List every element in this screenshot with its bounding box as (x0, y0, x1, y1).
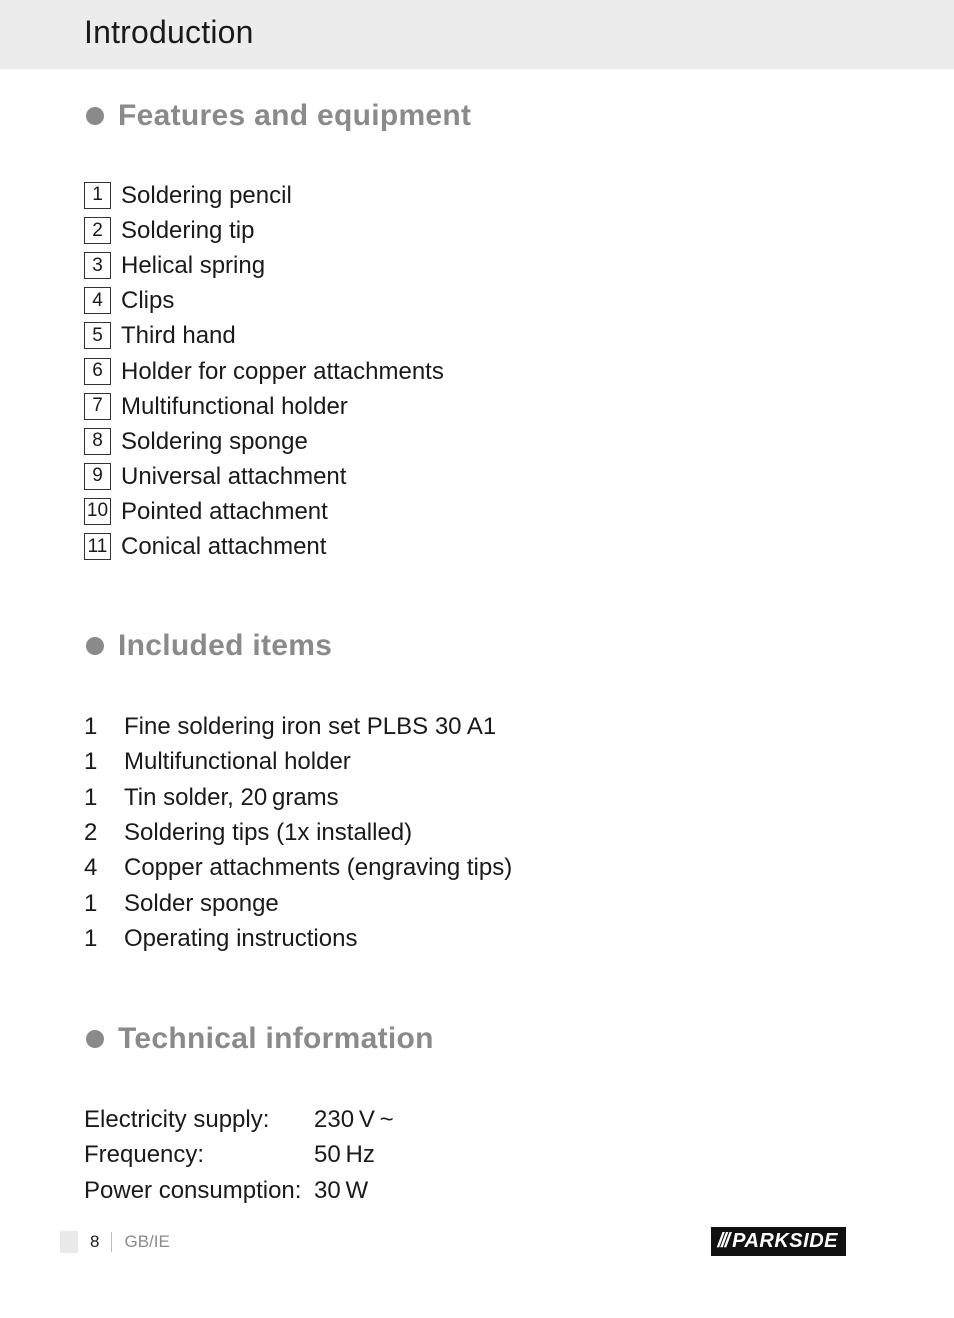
logo-stripes-icon: /// (717, 1230, 728, 1253)
technical-row: Power consumption:30 W (84, 1173, 870, 1208)
included-label: Tin solder, 20 grams (124, 780, 339, 815)
feature-row: 1 Soldering pencil (84, 179, 870, 212)
feature-number-box: 5 (84, 322, 111, 349)
included-qty: 1 (84, 709, 102, 744)
technical-row: Frequency:50 Hz (84, 1137, 870, 1172)
included-qty: 1 (84, 921, 102, 956)
included-qty: 1 (84, 780, 102, 815)
technical-key: Frequency: (84, 1137, 314, 1172)
technical-key: Power consumption: (84, 1173, 314, 1208)
content: Features and equipment 1 Soldering pencil… (0, 69, 954, 1208)
feature-row: 10 Pointed attachment (84, 495, 870, 528)
page-number: 8 (90, 1232, 99, 1252)
section-heading-included: Included items (84, 629, 870, 663)
feature-number-box: 2 (84, 217, 111, 244)
feature-row: 5 Third hand (84, 319, 870, 352)
included-row: 1 Solder sponge (84, 886, 870, 921)
feature-row: 8 Soldering sponge (84, 425, 870, 458)
footer-block-icon (60, 1231, 78, 1253)
included-list: 1 Fine soldering iron set PLBS 30 A1 1 Mul… (84, 709, 870, 956)
header-bar: Introduction (0, 0, 954, 69)
included-label: Operating instructions (124, 921, 357, 956)
feature-row: 2 Soldering tip (84, 214, 870, 247)
page-title: Introduction (84, 14, 954, 51)
included-label: Multifunctional holder (124, 744, 351, 779)
included-label: Solder sponge (124, 886, 279, 921)
technical-row: Electricity supply:230 V ~ (84, 1102, 870, 1137)
included-row: 1 Operating instructions (84, 921, 870, 956)
included-qty: 4 (84, 850, 102, 885)
included-qty: 1 (84, 744, 102, 779)
section-heading-features: Features and equipment (84, 99, 870, 133)
brand-name: PARKSIDE (732, 1230, 838, 1253)
included-label: Fine soldering iron set PLBS 30 A1 (124, 709, 496, 744)
footer-divider (111, 1232, 112, 1252)
included-row: 1 Multifunctional holder (84, 744, 870, 779)
feature-label: Helical spring (121, 249, 265, 282)
included-label: Soldering tips (1x installed) (124, 815, 412, 850)
technical-value: 30 W (314, 1173, 368, 1208)
features-list: 1 Soldering pencil 2 Soldering tip 3 Helica… (84, 179, 870, 563)
feature-number-box: 4 (84, 287, 111, 314)
heading-included: Included items (118, 629, 332, 663)
feature-number-box: 6 (84, 358, 111, 385)
region-code: GB/IE (124, 1232, 169, 1252)
feature-label: Pointed attachment (121, 495, 328, 528)
technical-value: 230 V ~ (314, 1102, 394, 1137)
feature-number-box: 11 (84, 533, 111, 560)
feature-label: Third hand (121, 319, 236, 352)
feature-row: 9 Universal attachment (84, 460, 870, 493)
feature-label: Conical attachment (121, 530, 326, 563)
feature-number-box: 3 (84, 252, 111, 279)
footer-left: 8 GB/IE (60, 1231, 170, 1253)
bullet-icon (86, 1030, 104, 1048)
feature-row: 4 Clips (84, 284, 870, 317)
included-label: Copper attachments (engraving tips) (124, 850, 512, 885)
included-row: 4 Copper attachments (engraving tips) (84, 850, 870, 885)
feature-number-box: 1 (84, 182, 111, 209)
included-row: 2 Soldering tips (1x installed) (84, 815, 870, 850)
feature-number-box: 8 (84, 428, 111, 455)
included-row: 1 Tin solder, 20 grams (84, 780, 870, 815)
feature-label: Soldering tip (121, 214, 254, 247)
feature-label: Universal attachment (121, 460, 346, 493)
feature-label: Clips (121, 284, 174, 317)
feature-label: Holder for copper attachments (121, 355, 444, 388)
technical-list: Electricity supply:230 V ~ Frequency:50 … (84, 1102, 870, 1208)
brand-logo: /// PARKSIDE (711, 1227, 846, 1256)
feature-row: 3 Helical spring (84, 249, 870, 282)
bullet-icon (86, 637, 104, 655)
feature-label: Multifunctional holder (121, 390, 348, 423)
bullet-icon (86, 107, 104, 125)
heading-technical: Technical information (118, 1022, 434, 1056)
feature-number-box: 7 (84, 393, 111, 420)
feature-row: 11 Conical attachment (84, 530, 870, 563)
technical-key: Electricity supply: (84, 1102, 314, 1137)
feature-row: 7 Multifunctional holder (84, 390, 870, 423)
feature-row: 6 Holder for copper attachments (84, 355, 870, 388)
feature-label: Soldering sponge (121, 425, 308, 458)
included-row: 1 Fine soldering iron set PLBS 30 A1 (84, 709, 870, 744)
page: Introduction Features and equipment 1 Sol… (0, 0, 954, 1318)
technical-value: 50 Hz (314, 1137, 375, 1172)
included-qty: 2 (84, 815, 102, 850)
included-qty: 1 (84, 886, 102, 921)
feature-number-box: 9 (84, 463, 111, 490)
feature-label: Soldering pencil (121, 179, 292, 212)
heading-features: Features and equipment (118, 99, 471, 133)
section-heading-technical: Technical information (84, 1022, 870, 1056)
feature-number-box: 10 (84, 498, 111, 525)
footer: 8 GB/IE /// PARKSIDE (0, 1227, 954, 1256)
